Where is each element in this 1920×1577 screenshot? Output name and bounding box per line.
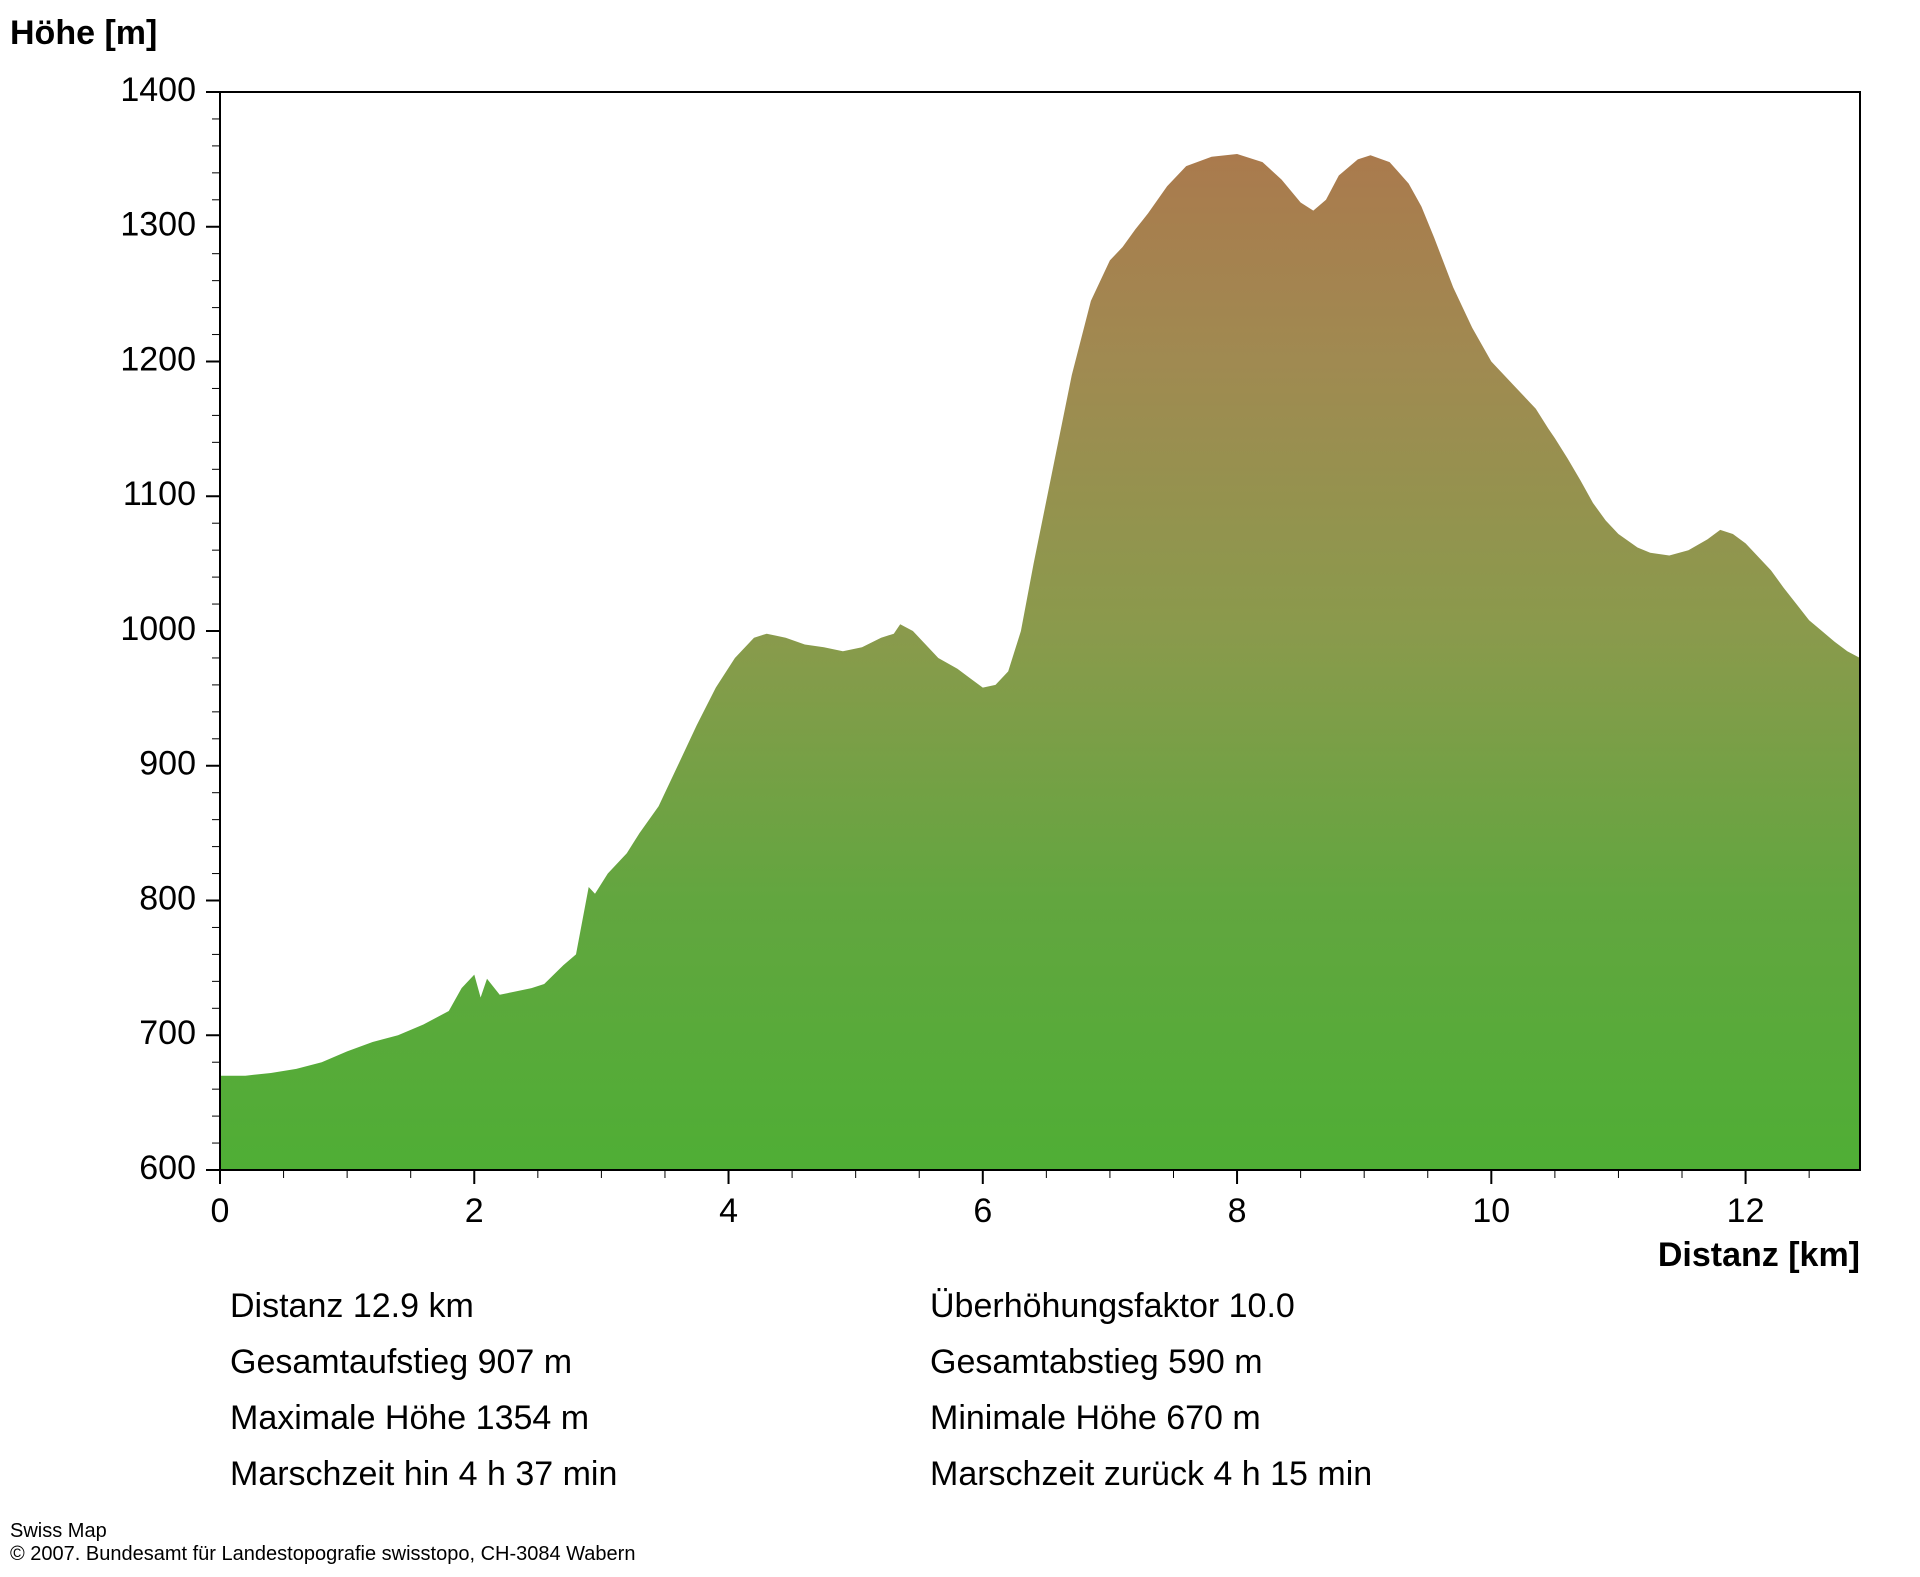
x-tick-label: 4 <box>719 1192 738 1230</box>
info-row: Minimale Höhe 670 m <box>930 1390 1372 1446</box>
y-tick-label: 1400 <box>120 71 196 109</box>
footer-line: © 2007. Bundesamt für Landestopografie s… <box>10 1543 635 1566</box>
info-row: Überhöhungsfaktor 10.0 <box>930 1278 1372 1334</box>
y-tick-label: 1000 <box>120 610 196 648</box>
y-tick-label: 1200 <box>120 340 196 378</box>
footer: Swiss Map© 2007. Bundesamt für Landestop… <box>10 1520 635 1566</box>
info-row: Marschzeit zurück 4 h 15 min <box>930 1446 1372 1502</box>
elevation-area <box>220 154 1860 1170</box>
info-row: Gesamtaufstieg 907 m <box>230 1334 617 1390</box>
y-tick-label: 600 <box>139 1149 196 1187</box>
info-row: Marschzeit hin 4 h 37 min <box>230 1446 617 1502</box>
x-tick-label: 12 <box>1727 1192 1765 1230</box>
info-row: Maximale Höhe 1354 m <box>230 1390 617 1446</box>
info-left-col: Distanz 12.9 kmGesamtaufstieg 907 mMaxim… <box>230 1278 617 1502</box>
y-tick-label: 700 <box>139 1014 196 1052</box>
x-tick-label: 10 <box>1472 1192 1510 1230</box>
info-row: Gesamtabstieg 590 m <box>930 1334 1372 1390</box>
y-tick-label: 800 <box>139 879 196 917</box>
y-tick-label: 900 <box>139 745 196 783</box>
info-right-col: Überhöhungsfaktor 10.0Gesamtabstieg 590 … <box>930 1278 1372 1502</box>
x-tick-label: 0 <box>211 1192 230 1230</box>
y-tick-label: 1300 <box>120 206 196 244</box>
info-row: Distanz 12.9 km <box>230 1278 617 1334</box>
footer-line: Swiss Map <box>10 1520 635 1543</box>
y-tick-label: 1100 <box>123 475 196 513</box>
x-tick-label: 6 <box>973 1192 992 1230</box>
x-axis-title: Distanz [km] <box>1540 1236 1860 1275</box>
x-tick-label: 8 <box>1228 1192 1247 1230</box>
page: Höhe [m] 6007008009001000110012001300140… <box>0 0 1920 1572</box>
x-tick-label: 2 <box>465 1192 484 1230</box>
